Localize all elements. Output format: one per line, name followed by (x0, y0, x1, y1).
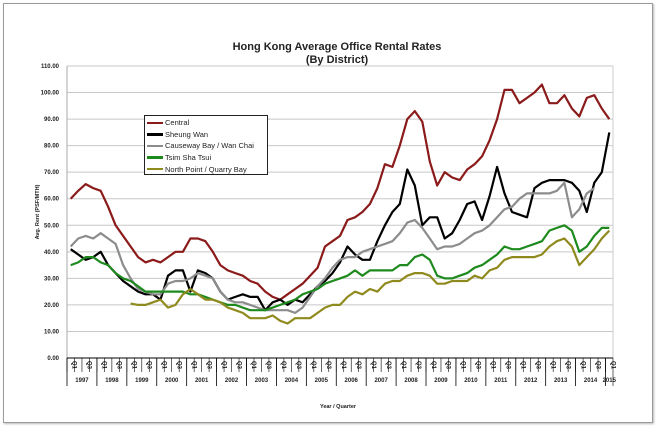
quarter-label: Q1 (579, 361, 585, 370)
y-tick-label: 70.00 (44, 170, 60, 176)
year-label: 2010 (464, 378, 478, 384)
y-tick-label: 80.00 (44, 144, 60, 150)
year-label: 2012 (524, 378, 538, 384)
year-label: 2004 (285, 378, 299, 384)
legend-label: Tsim Sha Tsui (165, 153, 212, 163)
year-label: 2011 (494, 378, 508, 384)
quarter-label: Q3 (534, 361, 540, 370)
quarter-label: Q1 (310, 361, 316, 370)
chart-subtitle: (By District) (306, 54, 369, 66)
quarter-label: Q1 (400, 361, 406, 370)
legend-item: North Point / Quarry Bay (147, 163, 267, 175)
quarter-label: Q3 (445, 361, 451, 370)
quarter-label: Q1 (430, 361, 436, 370)
year-label: 2002 (225, 378, 239, 384)
quarter-label: Q3 (505, 361, 511, 370)
quarter-label: Q3 (175, 361, 181, 370)
y-tick-label: 0.00 (47, 356, 59, 362)
y-tick-label: 50.00 (44, 223, 60, 229)
legend-swatch (147, 144, 163, 148)
quarter-label: Q1 (340, 361, 346, 370)
quarter-label: Q1 (220, 361, 226, 370)
quarter-label: Q1 (190, 361, 196, 370)
legend-swatch (147, 133, 163, 136)
year-label: 2001 (195, 378, 209, 384)
quarter-label: Q1 (520, 361, 526, 370)
quarter-label: Q1 (460, 361, 466, 370)
quarter-label: Q3 (415, 361, 421, 370)
legend-label: Sheung Wan (165, 129, 209, 139)
legend-label: Causeway Bay / Wan Chai (165, 141, 254, 151)
year-label: 2005 (315, 378, 329, 384)
y-axis-label: Avg. Rent (PSF/MTH) (35, 184, 41, 239)
year-label: 1997 (75, 378, 89, 384)
legend-item: Causeway Bay / Wan Chai (147, 140, 267, 152)
year-label: 2007 (374, 378, 388, 384)
year-label: 2008 (404, 378, 418, 384)
y-tick-label: 60.00 (44, 197, 60, 203)
legend: Central Sheung Wan Causeway Bay / Wan Chai… (144, 115, 268, 175)
year-label: 2009 (434, 378, 448, 384)
quarter-label: Q1 (101, 361, 107, 370)
series-line-tsim-sha-tsui (70, 224, 610, 312)
quarter-label: Q3 (265, 361, 271, 370)
year-label: 2015 (603, 378, 617, 384)
quarter-label: Q3 (355, 361, 361, 370)
year-label: 1999 (135, 378, 149, 384)
legend-label: North Point / Quarry Bay (165, 164, 247, 174)
quarter-label: Q3 (564, 361, 570, 370)
quarter-label: Q3 (235, 361, 241, 370)
quarter-label: Q1 (71, 361, 77, 370)
quarter-label: Q3 (295, 361, 301, 370)
quarter-label: Q3 (146, 361, 152, 370)
series-line-causeway-bay-wan-chai (69, 181, 595, 314)
y-tick-label: 90.00 (44, 117, 60, 123)
year-label: 2014 (584, 378, 598, 384)
year-label: 1998 (105, 378, 119, 384)
quarter-label: Q3 (86, 361, 92, 370)
quarter-label: Q1 (131, 361, 137, 370)
quarter-label: Q1 (549, 361, 555, 370)
series-line-central (69, 83, 611, 301)
quarter-label: Q1 (609, 361, 615, 370)
quarter-label: Q1 (490, 361, 496, 370)
legend-swatch (147, 156, 163, 159)
quarter-label: Q3 (205, 361, 211, 370)
y-tick-label: 10.00 (44, 329, 60, 335)
quarter-label: Q3 (325, 361, 331, 370)
series-line-north-point-quarry-bay (130, 229, 611, 325)
quarter-label: Q1 (280, 361, 286, 370)
legend-item: Tsim Sha Tsui (147, 152, 267, 164)
year-label: 2003 (255, 378, 269, 384)
quarter-label: Q1 (250, 361, 256, 370)
chart-title: Hong Kong Average Office Rental Rates (233, 41, 442, 53)
legend-label: Central (165, 118, 190, 128)
y-tick-label: 20.00 (44, 303, 60, 309)
quarter-label: Q3 (385, 361, 391, 370)
y-tick-label: 30.00 (44, 276, 60, 282)
year-label: 2000 (165, 378, 179, 384)
quarter-label: Q1 (160, 361, 166, 370)
legend-swatch (147, 121, 163, 125)
legend-swatch (147, 167, 163, 171)
year-label: 2006 (345, 378, 359, 384)
legend-item: Sheung Wan (147, 129, 267, 141)
y-tick-label: 110.00 (41, 64, 60, 70)
quarter-label: Q3 (594, 361, 600, 370)
y-tick-label: 100.00 (41, 91, 60, 97)
x-axis-label: Year / Quarter (320, 404, 357, 410)
year-label: 2013 (554, 378, 568, 384)
quarter-label: Q1 (370, 361, 376, 370)
quarter-label: Q3 (475, 361, 481, 370)
y-tick-label: 40.00 (44, 250, 60, 256)
legend-item: Central (147, 117, 267, 129)
quarter-label: Q3 (116, 361, 122, 370)
